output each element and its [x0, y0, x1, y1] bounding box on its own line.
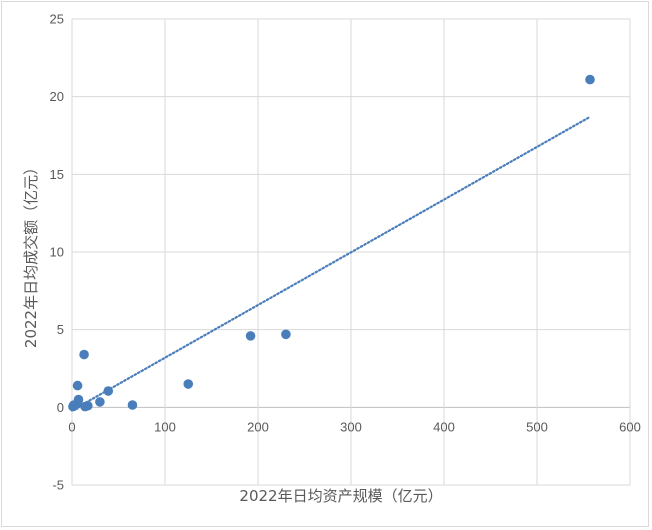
data-point	[79, 349, 89, 360]
y-axis-title: 2022年日均成交额（亿元）	[22, 160, 40, 348]
x-tick-label: 0	[68, 419, 75, 434]
x-axis-ticks: 0 100 200 300 400 500 600	[68, 419, 640, 434]
data-point	[281, 329, 291, 340]
trendline	[70, 115, 592, 412]
y-axis-ticks: -5 0 5 10 15 20 25	[50, 12, 64, 493]
y-tick-label: 10	[50, 245, 64, 260]
data-point	[69, 400, 79, 410]
y-tick-label: 0	[57, 400, 64, 415]
data-points	[68, 74, 595, 412]
x-tick-label: 500	[526, 419, 548, 434]
data-point	[103, 386, 114, 396]
data-point	[72, 380, 83, 391]
x-tick-label: 200	[247, 419, 269, 434]
y-tick-label: 25	[50, 12, 64, 27]
data-point	[127, 400, 138, 410]
data-point	[80, 401, 90, 412]
gridlines	[71, 18, 631, 486]
y-tick-label: 15	[50, 167, 64, 182]
y-tick-label: 20	[50, 89, 64, 104]
x-tick-label: 400	[433, 419, 455, 434]
x-tick-label: 300	[340, 419, 362, 434]
data-point	[585, 74, 595, 85]
y-tick-label: 5	[57, 322, 64, 337]
data-point	[183, 379, 194, 389]
data-point	[95, 397, 105, 407]
x-axis-title: 2022年日均资产规模（亿元）	[239, 487, 442, 505]
x-tick-label: 100	[154, 419, 176, 434]
x-tick-label: 600	[619, 419, 641, 434]
y-tick-label: -5	[52, 478, 64, 493]
data-point	[245, 331, 256, 341]
